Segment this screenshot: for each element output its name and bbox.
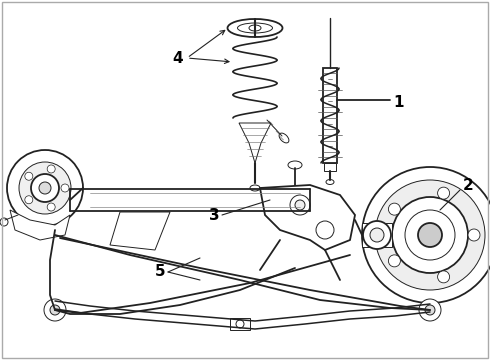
Circle shape: [370, 228, 384, 242]
Circle shape: [7, 150, 83, 226]
Circle shape: [363, 221, 391, 249]
Circle shape: [47, 165, 55, 173]
Circle shape: [419, 299, 441, 321]
Circle shape: [295, 200, 305, 210]
Text: 1: 1: [393, 95, 403, 109]
Circle shape: [290, 195, 310, 215]
Ellipse shape: [288, 161, 302, 169]
Ellipse shape: [279, 133, 289, 143]
Bar: [324, 163, 336, 171]
Circle shape: [50, 305, 60, 315]
Circle shape: [31, 174, 59, 202]
Circle shape: [425, 305, 435, 315]
Ellipse shape: [326, 180, 334, 185]
Bar: [362, 223, 392, 247]
Text: 2: 2: [463, 177, 474, 193]
Circle shape: [236, 320, 244, 328]
Circle shape: [47, 203, 55, 211]
Circle shape: [405, 210, 455, 260]
Polygon shape: [10, 210, 70, 240]
Circle shape: [468, 229, 480, 241]
Circle shape: [438, 271, 450, 283]
Circle shape: [362, 167, 490, 303]
Circle shape: [438, 187, 450, 199]
Circle shape: [418, 223, 442, 247]
Circle shape: [25, 172, 33, 180]
Circle shape: [39, 182, 51, 194]
Bar: [230, 318, 250, 330]
Text: 5: 5: [154, 265, 165, 279]
Ellipse shape: [227, 19, 283, 37]
Circle shape: [19, 162, 71, 214]
Circle shape: [389, 255, 400, 267]
Polygon shape: [239, 123, 271, 163]
Circle shape: [375, 180, 485, 290]
Circle shape: [316, 221, 334, 239]
Circle shape: [0, 218, 8, 226]
Circle shape: [61, 184, 69, 192]
Bar: [323, 68, 337, 163]
Ellipse shape: [238, 23, 272, 33]
Polygon shape: [260, 185, 355, 250]
Polygon shape: [110, 212, 170, 250]
Circle shape: [392, 197, 468, 273]
Circle shape: [389, 203, 400, 215]
Ellipse shape: [250, 185, 260, 191]
Circle shape: [44, 299, 66, 321]
Circle shape: [25, 196, 33, 204]
Text: 4: 4: [172, 50, 183, 66]
Text: 3: 3: [209, 207, 220, 222]
Ellipse shape: [249, 25, 261, 31]
